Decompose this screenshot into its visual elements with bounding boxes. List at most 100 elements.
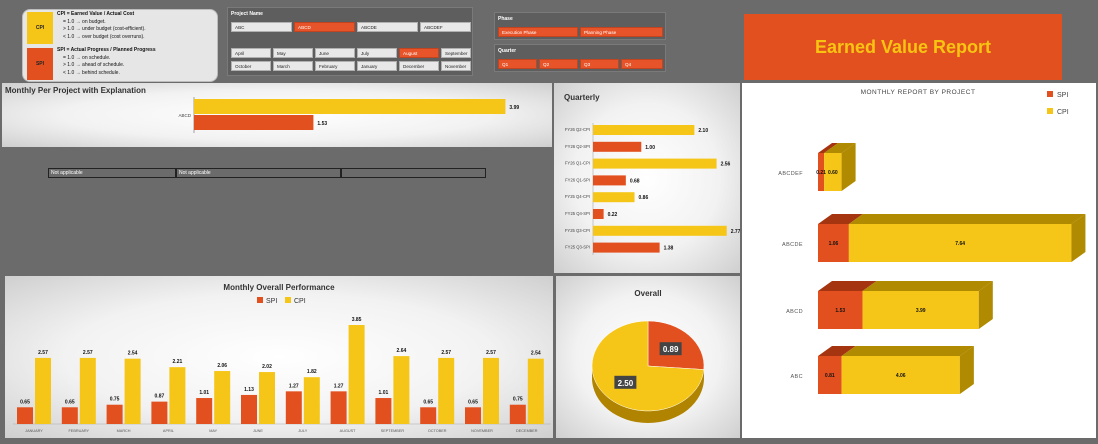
data-label: 2.54 — [531, 351, 541, 357]
slicer-item-project[interactable]: ABCDE — [357, 22, 418, 32]
slicer-item-month[interactable]: July — [357, 48, 397, 58]
spi-bar — [818, 356, 842, 394]
category-label: ABC — [790, 374, 803, 380]
slicer-item-month[interactable]: September — [441, 48, 471, 58]
bar-side — [1071, 214, 1086, 262]
slicer-item-phase[interactable]: Planning Phase — [580, 27, 663, 37]
chart-title: Quarterly — [564, 93, 600, 102]
cpi-bar — [824, 153, 842, 191]
slicer-item-quarter[interactable]: Q2 — [539, 59, 578, 69]
category-label: FEBRUARY — [68, 429, 89, 433]
phase-slicer-title: Phase — [498, 16, 513, 22]
slicer-item-month[interactable]: December — [399, 61, 439, 71]
category-label: NOVEMBER — [471, 429, 493, 433]
slicer-item-project[interactable]: ABCD — [294, 22, 355, 32]
data-label: 2.10 — [698, 128, 708, 134]
data-label: 0.81 — [825, 373, 835, 379]
slicer-item-project[interactable]: ABC — [231, 22, 292, 32]
spi-formula: SPI = Actual Progress / Planned Progress — [57, 47, 156, 53]
spi-bar — [375, 398, 392, 424]
explanation-cell — [341, 168, 486, 178]
slicer-item-quarter[interactable]: Q1 — [498, 59, 537, 69]
slicer-item-quarter[interactable]: Q4 — [621, 59, 663, 69]
cpi-bar-top — [841, 346, 974, 356]
cpi-bar-top — [848, 214, 1086, 224]
data-label: 1.01 — [379, 390, 389, 396]
project-month-slicer: Project Name ABC ABCD ABCDE ABCDEF April… — [227, 7, 473, 76]
spi-bar — [593, 175, 626, 186]
legend-swatch-cpi — [1047, 108, 1053, 114]
cpi-bar — [393, 356, 410, 424]
slicer-item-month[interactable]: June — [315, 48, 355, 58]
spi-bar — [593, 141, 642, 152]
category-label: FY25 Q3-CPI — [565, 228, 590, 233]
data-label: 1.38 — [664, 246, 674, 252]
data-label-box — [614, 375, 637, 389]
pie-side — [592, 366, 704, 423]
data-label: 1.27 — [334, 383, 344, 389]
category-label: ABCDE — [782, 242, 803, 248]
spi-bar — [61, 407, 78, 424]
data-label: 0.75 — [110, 397, 120, 403]
report-title: Earned Value Report — [814, 36, 992, 57]
slicer-item-month[interactable]: January — [357, 61, 397, 71]
data-label: 3.85 — [352, 317, 362, 323]
data-label: 0.65 — [468, 399, 478, 405]
cpi-bar-top — [862, 281, 993, 291]
spi-bar — [151, 401, 168, 424]
slicer-item-month[interactable]: November — [441, 61, 471, 71]
data-label: 7.64 — [955, 241, 965, 247]
data-label: 0.65 — [20, 399, 30, 405]
data-label: 2.57 — [441, 350, 451, 356]
spi-bar — [106, 404, 123, 424]
monthly-report-by-project-chart: MONTHLY REPORT BY PROJECT SPI CPI ABCDEF 0.2… — [778, 89, 1086, 394]
slicer-item-month[interactable]: April — [231, 48, 271, 58]
project-slicer-title: Project Name — [231, 11, 263, 17]
spi-bar — [17, 407, 33, 424]
spi-rule: = 1.0 → on schedule. — [63, 54, 111, 61]
slicer-item-month[interactable]: May — [273, 48, 313, 58]
spi-bar — [593, 242, 660, 253]
category-label: FY26 Q2-SPI — [565, 144, 590, 149]
spi-bar — [196, 398, 213, 424]
category-label: FY25 Q4-CPI — [565, 194, 590, 199]
slicer-item-month[interactable]: March — [273, 61, 313, 71]
data-label: 1.06 — [829, 241, 839, 247]
category-label: JANUARY — [25, 429, 43, 433]
monthly-per-project-chart: Monthly Per Project with Explanation ABCD… — [5, 86, 519, 133]
slicer-item-month[interactable]: October — [231, 61, 271, 71]
cpi-bar — [35, 357, 51, 424]
spi-bar — [194, 115, 314, 130]
slicer-item-quarter[interactable]: Q3 — [580, 59, 619, 69]
slicer-item-project[interactable]: ABCDEF — [420, 22, 471, 32]
data-label: 2.77 — [731, 229, 740, 235]
spi-swatch: SPI — [27, 48, 53, 80]
cpi-bar — [483, 357, 499, 424]
spi-definition: SPI = Actual Progress / Planned Progress… — [57, 47, 156, 77]
slicer-item-month[interactable]: February — [315, 61, 355, 71]
data-label: 4.06 — [896, 373, 906, 379]
data-label: 0.75 — [513, 397, 523, 403]
slicer-item-month[interactable]: August — [399, 48, 439, 58]
legend-label: SPI — [1057, 92, 1068, 99]
category-label: DECEMBER — [516, 429, 538, 433]
slicer-item-phase[interactable]: Execution Phase — [498, 27, 578, 37]
data-label: 1.00 — [645, 145, 655, 151]
cpi-bar — [593, 125, 695, 135]
category-label: JUNE — [253, 429, 263, 433]
cpi-bar — [169, 367, 186, 424]
category-label: APRIL — [163, 429, 174, 433]
spi-bar — [818, 153, 825, 191]
data-label: 2.06 — [217, 363, 227, 369]
category-label: FY25 Q3-SPI — [565, 245, 590, 250]
cpi-bar — [593, 192, 635, 203]
category-label: FY26 Q1-SPI — [565, 177, 590, 182]
cpi-bar — [438, 357, 455, 424]
category-label: ABCD — [178, 113, 191, 118]
spi-rule: > 1.0 → ahead of schedule. — [63, 62, 125, 69]
spi-bar-top — [818, 143, 839, 153]
quarterly-panel: Quarterly FY26 Q2-CPI 2.10 FY26 Q2-SPI 1.00 F… — [554, 83, 741, 273]
data-label: 3.99 — [509, 105, 519, 111]
explanation-cell: Not applicable — [48, 168, 176, 178]
cpi-definition: CPI = Earned Value / Actual Cost = 1.0 →… — [57, 11, 146, 41]
